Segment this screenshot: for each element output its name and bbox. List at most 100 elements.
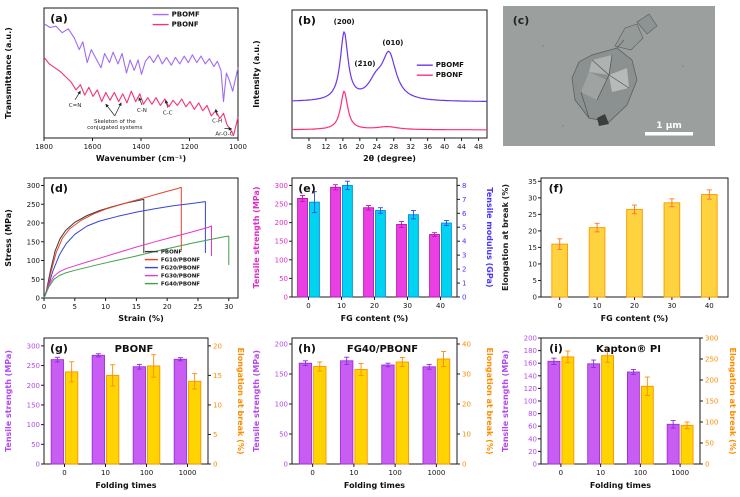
x-tick-label: 0 [42,303,46,311]
y-tick-label: 10 [528,260,537,268]
x-category-label: 1000 [671,469,689,477]
x-axis-label: Folding times [95,481,156,490]
plot-frame [291,337,458,465]
x-category-label: 100 [388,469,401,477]
panel-c-tem-image: 1 μm (c) [503,6,715,146]
x-tick-label: 20 [355,143,364,151]
y-tick-label: 150 [27,238,40,246]
x-category-label: 40 [705,302,714,310]
bar-Tensile strength-40 [429,234,440,298]
y2-tick-label: 20 [462,401,471,409]
y2-tick-label: 150 [705,398,718,406]
y2-tick-label: 0 [462,294,466,302]
x-axis-label: Folding times [344,481,405,490]
speck [682,65,684,67]
y2-tick-label: 8 [462,182,466,190]
bar-Tensile strength-0 [297,198,308,298]
y-tick-label: 0 [36,295,40,303]
y-tick-label: 150 [275,238,288,246]
series-line-FG30/PBONF [43,225,212,299]
annotation-arrow [214,108,219,116]
x-tick-label: 36 [423,143,432,151]
y-tick-label: 40 [528,435,537,443]
x-category-label: 10 [593,302,602,310]
bar-Tensile strength-10 [330,186,341,298]
panel-letter: (e) [298,182,316,195]
bar-Elongation at break-1000 [188,380,202,465]
plot-frame [291,9,488,139]
x-category-label: 0 [310,469,314,477]
y2-tick-label: 3 [462,252,466,260]
annotation-text: C=N [69,103,82,109]
y2-tick-label: 0 [213,461,217,469]
y2-tick-label: 10 [462,431,471,439]
plot-frame [43,177,239,299]
y-tick-label: 200 [524,335,537,343]
panel-letter: (d) [50,182,68,195]
bar-Tensile strength-100 [381,364,395,465]
y2-tick-label: 40 [462,341,471,349]
series-line-PBONF [43,198,145,299]
x-category-label: 1000 [179,469,197,477]
y2-axis-label: Tensile modulus (GPa) [485,187,494,287]
legend-item-label: PBOMF [436,61,464,69]
bar-Tensile modulus-20 [375,210,386,298]
y-axis-label: Transmittance (a.u.) [4,27,13,119]
scale-bar [645,132,693,136]
y-tick-label: 30 [528,194,537,202]
bar-Tensile modulus-40 [441,222,452,298]
y2-tick-label: 100 [705,419,718,427]
panel-g: 0 50 100 150 200 250 300 Tensile strength (MPa)… [0,330,248,497]
series-line-PBOMF [291,31,487,102]
panel-letter: (a) [50,12,67,25]
x-tick-label: 16 [338,143,347,151]
annotation-text: conjugated systems [87,125,142,131]
y2-tick-label: 30 [462,371,471,379]
x-category-label: 100 [634,469,647,477]
panel-letter: (h) [298,342,316,355]
bar-Elongation at break-0 [561,356,575,465]
bar-Elongation at break-30 [663,202,681,298]
x-tick-label: 32 [406,143,415,151]
x-category-label: 100 [140,469,153,477]
bar-Elongation at break-0 [313,366,327,465]
panel-d: 0 5 10 15 20 25 30 Strain (%) 0 50 100 150 200 250 300… [0,170,248,330]
bar-Tensile strength-100 [626,371,640,465]
series-line-FG10/PBONF [43,186,182,299]
y-tick-label: 60 [528,423,537,431]
y-tick-label: 100 [524,398,537,406]
bar-Elongation at break-100 [640,385,654,465]
x-tick-label: 30 [224,303,233,311]
x-category-label: 0 [557,302,561,310]
x-axis-label: Wavenumber (cm⁻¹) [96,154,186,163]
annotation-text: Ar-O-C [215,131,233,137]
y-tick-label: 0 [533,461,537,469]
flake-facet [609,68,629,92]
bar-Elongation at break-0 [551,243,569,298]
x-category-label: 40 [436,302,445,310]
y2-tick-label: 200 [705,377,718,385]
x-tick-label: 25 [194,303,203,311]
x-category-label: 0 [62,469,66,477]
series-line-PBONF [43,57,239,136]
bar-Elongation at break-20 [626,208,643,298]
x-tick-label: 40 [440,143,449,151]
flake-upper [614,23,644,51]
y-tick-label: 50 [279,275,288,283]
x-tick-label: 1000 [229,143,247,151]
bar-Elongation at break-0 [65,371,79,465]
panel-letter: (g) [50,342,68,355]
bar-Elongation at break-1000 [680,424,694,465]
y-tick-label: 100 [275,401,288,409]
legend-item-label: FG30/PBONF [161,274,200,280]
y-tick-label: 300 [27,342,40,350]
panel-d-stress-strain-chart: 0 5 10 15 20 25 30 Strain (%) 0 50 100 150 200 250 300… [4,177,239,323]
y2-tick-label: 250 [705,356,718,364]
bar-Tensile strength-10 [587,363,601,465]
bar-Elongation at break-10 [106,374,120,465]
plot-frame [43,337,209,465]
y-tick-label: 300 [27,182,40,190]
y-axis-label: Stress (MPa) [4,209,13,267]
